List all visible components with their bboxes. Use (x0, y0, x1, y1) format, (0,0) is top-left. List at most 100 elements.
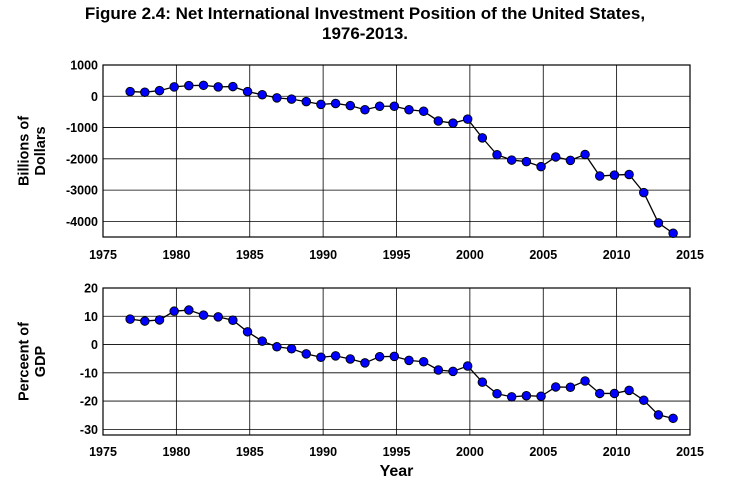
chart-1-data-point (418, 106, 429, 117)
chart-1-ytick-label: 1000 (70, 59, 98, 73)
chart-1-data-point (345, 100, 356, 111)
chart-2-data-point (360, 358, 370, 368)
chart-1-xtick-label: 2010 (603, 248, 631, 262)
chart-1-plot-frame (102, 64, 691, 238)
chart-1-ylabel-line: Billions of (17, 116, 33, 186)
chart-2-xtick-label: 2000 (456, 445, 484, 459)
chart-2-xtick-label: 2005 (529, 445, 557, 459)
chart-1-xtick-label: 2000 (456, 248, 484, 262)
chart-2-ytick-label: -10 (80, 366, 98, 380)
chart-1-data-point (536, 161, 546, 172)
chart-2-data-point (301, 349, 311, 359)
chart-2-ytick-label: -20 (80, 395, 98, 409)
chart-2-xtick-label: 2015 (676, 445, 704, 459)
chart-2-xtick-label: 1995 (383, 445, 411, 459)
chart-1-data-point (653, 218, 664, 228)
chart-2-data-point (433, 365, 444, 375)
chart-1-data-point (668, 228, 678, 238)
chart-1-data-point (301, 96, 311, 107)
chart-2-data-point (330, 351, 341, 361)
chart-1-xtick-label: 2005 (529, 248, 557, 262)
chart-title-line-2: 1976-2013. (321, 24, 409, 43)
chart-1-data-point (550, 152, 561, 162)
chart-1-data-point (521, 156, 532, 167)
chart-2-xtick-label: 1990 (309, 445, 337, 459)
chart-2-ytick-label: 10 (84, 310, 98, 324)
chart-2-data-point (242, 327, 253, 337)
chart-1-data-point (184, 80, 194, 91)
chart-1-data-point (330, 98, 341, 109)
chart-1-data-point (213, 82, 223, 92)
chart-1-data-point (433, 116, 444, 126)
chart-2-data-point (580, 376, 590, 386)
chart-2-data-point (492, 388, 502, 399)
chart-1-xtick-label: 1990 (309, 248, 337, 262)
chart-2-data-point (653, 410, 664, 420)
chart-1-xtick-label: 1975 (89, 248, 117, 262)
chart-2-data-point (228, 315, 238, 325)
chart-1-data-point (257, 89, 267, 100)
chart-2-xtick-label: 1975 (89, 445, 117, 459)
chart-1-data-point (374, 101, 385, 112)
chart-1-ytick-label: 0 (91, 90, 98, 104)
chart-2-data-point (345, 354, 356, 364)
chart-1-data-point (639, 187, 649, 198)
chart-1-xtick-label: 1995 (383, 248, 411, 262)
chart-1-data-point (242, 86, 253, 97)
chart-2-data-point (286, 344, 297, 354)
chart-1-ytick-label: -1000 (66, 121, 98, 135)
chart-1-data-point (448, 118, 458, 128)
chart-2-data-point (550, 382, 561, 392)
chart-2-data-point (374, 351, 385, 362)
chart-2-data-point (639, 395, 649, 405)
chart-2-data-point (506, 392, 517, 402)
chart-2-data-point (125, 314, 135, 324)
chart-1-ylabel-line: Dollars (33, 126, 49, 175)
chart-2-data-point (316, 352, 326, 363)
chart-1-data-point (389, 101, 400, 112)
chart-1-data-point (286, 94, 297, 104)
chart-2-data-point (565, 382, 576, 392)
chart-2-ytick-label: 0 (91, 338, 98, 352)
chart-1-series-line (130, 84, 674, 234)
chart-1-data-point (492, 150, 502, 160)
chart-1-data-point (594, 171, 605, 181)
chart-1-data-point (360, 104, 370, 115)
chart-1-data-point (228, 81, 238, 92)
chart-2-data-point (389, 351, 400, 362)
chart-title: Figure 2.4: Net International Investment… (0, 4, 730, 44)
chart-2-data-point (272, 342, 282, 352)
chart-2-data-point (140, 316, 150, 326)
chart-2-ylabel-line: Perceent of (17, 322, 33, 401)
chart-2-xlabel: Year (380, 463, 414, 480)
chart-2-data-point (257, 336, 267, 346)
chart-title-line-1: Figure 2.4: Net International Investment… (84, 4, 646, 23)
chart-2-data-point (418, 357, 429, 367)
chart-1-data-point (624, 169, 634, 180)
chart-1-data-point (462, 114, 473, 124)
chart-1-ytick-label: -4000 (66, 215, 98, 229)
chart-2-ylabel-line: GDP (33, 345, 49, 377)
chart-1-ylabel: Billions ofDollars (17, 116, 50, 186)
chart-2-series-line (130, 309, 674, 419)
chart-2-data-point (521, 390, 532, 401)
chart-2-plot-frame (102, 287, 691, 436)
chart-2-xtick-label: 2010 (603, 445, 631, 459)
chart-1-data-point (272, 93, 282, 103)
chart-1-data-point (565, 155, 576, 166)
chart-1-xtick-label: 1980 (162, 248, 190, 262)
chart-2-data-point (448, 366, 458, 377)
chart-1-ytick-label: -3000 (66, 184, 98, 198)
chart-2-ytick-label: 20 (84, 282, 98, 296)
chart-1-data-point (169, 82, 179, 92)
chart-2-data-point (668, 413, 678, 424)
chart-2-data-point (213, 312, 223, 322)
chart-2-data-point (404, 355, 414, 366)
chart-1-data-point (154, 85, 165, 96)
chart-1-data-point (404, 104, 414, 115)
chart-1-data-point (198, 80, 209, 91)
chart-1-data-point (140, 87, 150, 97)
chart-2-data-point (609, 388, 620, 399)
chart-2-data-point (198, 310, 209, 320)
